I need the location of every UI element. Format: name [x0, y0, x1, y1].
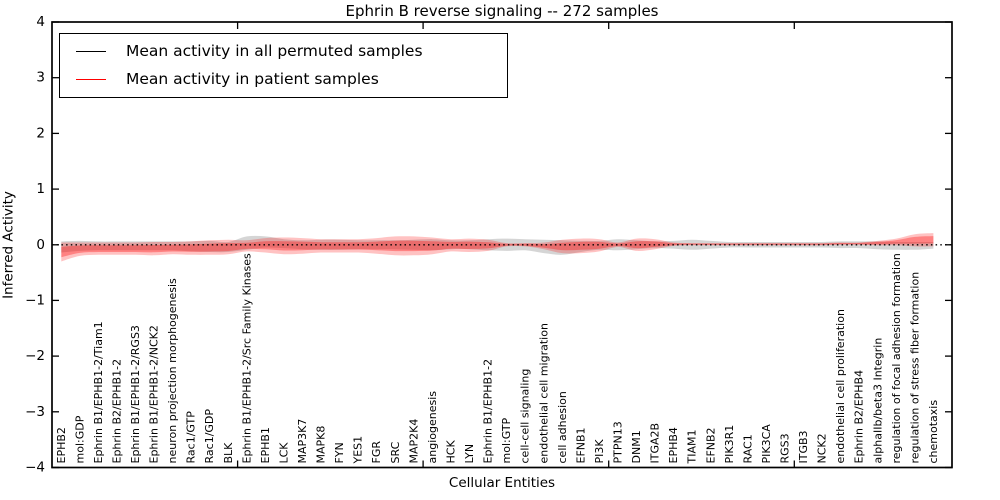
entity-label: Ephrin B1/EPHB1-2/RGS3 [129, 325, 142, 463]
entity-label: RAC1 [741, 434, 754, 463]
y-tick-label: −2 [25, 348, 45, 364]
entity-label: mol:GDP [73, 415, 86, 463]
entity-label: EPHB2 [55, 427, 68, 463]
entity-label: MAP3K7 [296, 419, 309, 464]
permuted-band [61, 235, 934, 255]
legend-item-label: Mean activity in all permuted samples [126, 42, 423, 60]
entity-label: alphaIIb/beta3 Integrin [871, 338, 884, 464]
y-tick-label: −4 [25, 460, 45, 476]
chart-title: Ephrin B reverse signaling -- 272 sample… [345, 2, 659, 20]
entity-label: regulation of stress fiber formation [908, 272, 921, 464]
patient-band-inner [61, 236, 934, 258]
entity-label: Rac1/GDP [203, 409, 216, 464]
entity-label: Ephrin B2/EPHB1-2 [110, 359, 123, 464]
y-tick-label: 3 [36, 70, 45, 86]
entity-label: SRC [389, 441, 402, 463]
y-tick-label: −1 [25, 292, 45, 308]
entity-label: Ephrin B1/EPHB1-2 [482, 359, 495, 464]
entity-label: MAP2K4 [407, 419, 420, 464]
entity-label: PIK3R1 [723, 425, 736, 464]
entity-label: regulation of focal adhesion formation [890, 253, 903, 463]
entity-label: RGS3 [779, 433, 792, 463]
legend-item-label: Mean activity in patient samples [126, 70, 379, 88]
entity-label: Ephrin B1/EPHB1-2/NCK2 [148, 325, 161, 463]
patient-band-outer [61, 233, 934, 262]
entity-label: BLK [222, 442, 235, 464]
entity-label: cell-cell signaling [519, 369, 532, 464]
entity-label: NCK2 [816, 433, 829, 463]
entity-label: TIAM1 [686, 430, 699, 465]
entity-label: chemotaxis [927, 400, 940, 464]
entity-label: neuron projection morphogenesis [166, 278, 179, 464]
y-axis-label: Inferred Activity [0, 191, 17, 299]
entity-label: Ephrin B1/EPHB1-2/Src Family Kinases [240, 253, 253, 463]
legend-item-patient: Mean activity in patient samples [60, 65, 507, 93]
legend: Mean activity in all permuted samples Me… [59, 33, 508, 98]
entity-label: FYN [333, 442, 346, 463]
legend-line-sample-permuted [76, 50, 106, 52]
entity-label: MAPK8 [315, 426, 328, 464]
x-axis-label: Cellular Entities [448, 475, 556, 491]
y-tick-label: 2 [36, 125, 45, 141]
entity-label: angiogenesis [426, 391, 439, 464]
entity-label: HCK [445, 440, 458, 464]
y-tick-label: 4 [36, 14, 45, 30]
entity-label: Rac1/GTP [185, 411, 198, 464]
legend-item-permuted: Mean activity in all permuted samples [60, 37, 507, 65]
entity-label: EFNB1 [574, 427, 587, 463]
entity-label: Ephrin B2/EPHB4 [853, 370, 866, 464]
entity-label: endothelial cell proliferation [834, 309, 847, 463]
entity-label: PTPN13 [612, 421, 625, 463]
y-tick-label: 0 [36, 237, 45, 253]
entity-label: EPHB4 [667, 427, 680, 463]
y-tick-label: −3 [25, 404, 45, 420]
entity-label: YES1 [352, 436, 365, 465]
legend-line-sample-patient [76, 78, 106, 80]
entity-label: mol:GTP [500, 417, 513, 463]
entity-label: ITGA2B [649, 423, 662, 464]
y-tick-label: 1 [36, 181, 45, 197]
entity-label: PIK3CA [760, 424, 773, 464]
entity-label: EFNB2 [704, 427, 717, 463]
entity-label: LCK [278, 442, 291, 464]
entity-label: FGR [370, 441, 383, 464]
entity-label: cell adhesion [556, 391, 569, 463]
entity-label: endothelial cell migration [537, 323, 550, 463]
entity-label: LYN [463, 444, 476, 464]
entity-label: Ephrin B1/EPHB1-2/Tiam1 [92, 321, 105, 463]
entity-label: EPHB1 [259, 427, 272, 463]
entity-label: PI3K [593, 439, 606, 464]
entity-label: ITGB3 [797, 430, 810, 463]
entity-label: DNM1 [630, 430, 643, 463]
